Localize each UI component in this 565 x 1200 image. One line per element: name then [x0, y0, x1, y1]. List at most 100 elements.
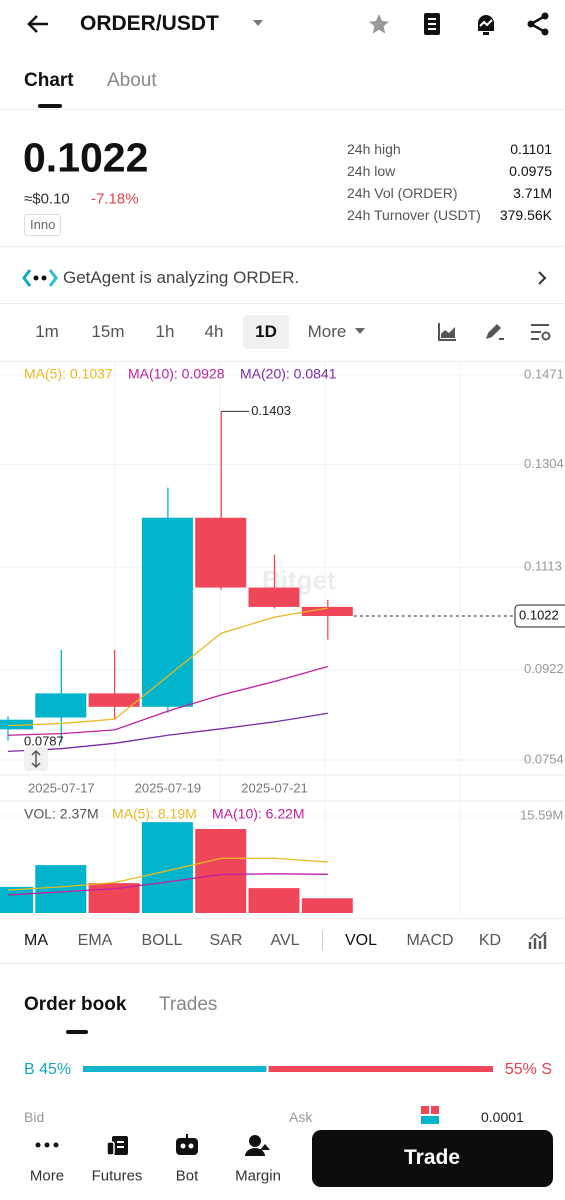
vol-ma-line [7, 857, 328, 891]
sell-ratio: 55% S [504, 1061, 552, 1078]
bid-header: Bid [24, 1109, 45, 1125]
indicator[interactable]: AVL [270, 932, 300, 949]
indicator-settings-icon[interactable] [528, 930, 548, 950]
legend-entry: VOL: 2.37M [24, 806, 99, 822]
buy-ratio: B 45% [24, 1061, 72, 1078]
nav-label[interactable]: Futures [91, 1167, 143, 1185]
nav-label[interactable]: Bot [175, 1167, 199, 1185]
price-change: -7.18% [91, 190, 139, 208]
nav-label[interactable]: Margin [235, 1167, 281, 1185]
draw-icon[interactable] [483, 321, 505, 343]
legend-entry: MA(5): 8.19M [112, 806, 197, 822]
interval[interactable]: 1h [155, 322, 175, 341]
candle-body [141, 517, 193, 707]
tab-underline [38, 104, 62, 108]
tab-underline [66, 1030, 88, 1034]
notes-icon[interactable] [422, 12, 442, 36]
interval-selected-bg [243, 315, 289, 349]
vol-ma-line [7, 873, 328, 896]
ratio-bar [83, 1066, 493, 1072]
tab-orderbook[interactable]: Order book [24, 994, 127, 1015]
price-step[interactable]: 0.0001 [481, 1109, 524, 1125]
stat-value: 0.0975 [509, 163, 552, 179]
stat-label: 24h low [347, 163, 396, 179]
chart-type-icon[interactable] [437, 322, 457, 342]
ask-header: Ask [289, 1109, 313, 1125]
interval[interactable]: 1D [255, 322, 277, 341]
candle-body [88, 693, 140, 707]
tag: Inno [24, 214, 62, 236]
volume-bar [195, 829, 247, 913]
more-icon[interactable] [35, 1140, 59, 1150]
nav-label[interactable]: More [29, 1167, 65, 1185]
annotation: 0.0787 [24, 734, 64, 749]
settings-icon[interactable] [530, 322, 552, 342]
last-price-label: 0.1022 [519, 607, 559, 622]
margin-icon[interactable] [245, 1134, 271, 1158]
x-tick-label: 2025-07-19 [135, 780, 202, 795]
volume-bar [141, 822, 193, 913]
agent-text[interactable]: GetAgent is analyzing ORDER. [63, 268, 300, 287]
volume-bar [0, 886, 33, 913]
x-tick-label: 2025-07-21 [241, 780, 308, 795]
ma-line [7, 712, 328, 753]
back-icon[interactable] [26, 13, 50, 35]
candle-body [248, 587, 300, 607]
indicator[interactable]: MA [24, 932, 48, 949]
interval[interactable]: More [307, 322, 347, 341]
candle-body [301, 606, 353, 617]
y-tick-label: 15.59M [520, 807, 563, 822]
interval[interactable]: 4h [204, 322, 224, 341]
indicator[interactable]: VOL [344, 932, 378, 949]
tab-about[interactable]: About [107, 70, 157, 91]
tab-chart[interactable]: Chart [24, 70, 74, 91]
volume-bar [88, 883, 140, 913]
divider [0, 303, 565, 304]
stat-label: 24h high [347, 141, 401, 157]
stat-label: 24h Turnover (USDT) [347, 207, 481, 223]
legend-entry: MA(20): 0.0841 [240, 366, 337, 382]
chevron-icon[interactable] [538, 271, 547, 285]
candle-body [35, 693, 87, 718]
caret-icon[interactable] [355, 328, 365, 335]
depth-icon[interactable] [421, 1106, 441, 1124]
indicator[interactable]: SAR [209, 932, 243, 949]
last-price: 0.1022 [23, 134, 149, 181]
y-tick-label: 0.1304 [524, 456, 564, 471]
y-tick-label: 0.1471 [524, 366, 564, 381]
indicator[interactable]: MACD [406, 932, 454, 949]
tab-trades[interactable]: Trades [159, 994, 218, 1015]
stat-value: 379.56K [499, 207, 552, 223]
y-tick-label: 0.0754 [524, 751, 564, 766]
star-icon[interactable] [368, 13, 390, 35]
bot-icon[interactable] [175, 1134, 199, 1156]
volume-bar [301, 898, 353, 913]
futures-icon[interactable] [106, 1135, 130, 1157]
legend-entry: MA(10): 6.22M [212, 806, 305, 822]
trade-button-label[interactable]: Trade [403, 1146, 461, 1169]
share-icon[interactable] [526, 12, 550, 36]
trade-button[interactable] [312, 1130, 553, 1187]
indicator[interactable]: EMA [77, 932, 113, 949]
caret-icon[interactable] [252, 19, 264, 28]
stat-value: 3.71M [513, 185, 552, 201]
divider [0, 246, 565, 247]
alert-icon[interactable] [474, 12, 498, 36]
interval[interactable]: 15m [91, 322, 125, 341]
pair-title[interactable]: ORDER/USDT [80, 12, 219, 35]
last-price-box [514, 604, 565, 628]
divider [0, 361, 565, 362]
stat-value: 0.1101 [510, 141, 552, 157]
legend-entry: MA(10): 0.0928 [128, 366, 225, 382]
interval[interactable]: 1m [35, 322, 59, 341]
scale-handle-icon [31, 749, 41, 769]
indicator[interactable]: BOLL [141, 932, 183, 949]
sell-bar [268, 1066, 493, 1072]
volume-bar [248, 888, 300, 913]
divider [0, 963, 565, 964]
legend-entry: MA(5): 0.1037 [24, 366, 113, 382]
chart: 0.14710.13040.11130.09220.0754Bitget2025… [0, 362, 565, 913]
y-tick-label: 0.0922 [524, 661, 564, 676]
indicator[interactable]: KD [478, 932, 502, 949]
